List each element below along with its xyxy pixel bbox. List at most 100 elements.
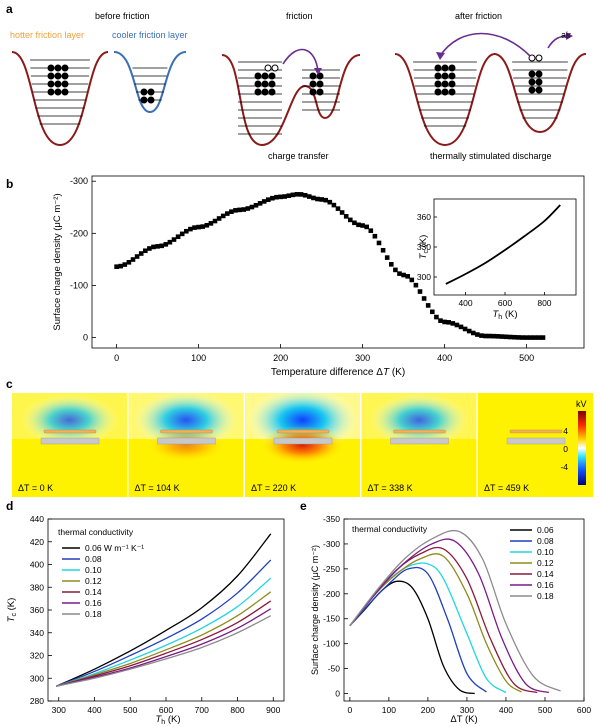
cool-well-before bbox=[113, 51, 187, 114]
panel-b: b 0 100 200 300 400 500 0 -100 -200 -300 Temperat… bbox=[6, 175, 585, 378]
electron bbox=[535, 86, 543, 94]
electron bbox=[140, 96, 148, 104]
plot-b-point bbox=[495, 334, 501, 339]
field-map-label: ΔT = 459 K bbox=[484, 483, 529, 493]
electron bbox=[268, 80, 276, 88]
plot-b-point bbox=[446, 320, 451, 325]
plot-b-point bbox=[138, 251, 144, 256]
plot-b-point bbox=[159, 243, 164, 249]
field-map-bg bbox=[478, 393, 593, 497]
xtick-label: 800 bbox=[230, 705, 244, 715]
electron bbox=[47, 88, 55, 96]
plot-b-xtick-label: 100 bbox=[191, 353, 206, 363]
series-line bbox=[56, 615, 272, 687]
plot-b-point bbox=[200, 224, 205, 229]
plot-b-point bbox=[302, 192, 308, 198]
xtick-label: 100 bbox=[382, 705, 396, 715]
transfer-arrowhead bbox=[314, 68, 322, 75]
plot-b-point bbox=[184, 228, 189, 234]
electron bbox=[147, 96, 155, 104]
electron bbox=[47, 64, 55, 72]
plot-b-point bbox=[261, 199, 267, 204]
electron bbox=[535, 70, 543, 78]
plot-b-point bbox=[220, 213, 226, 219]
plot-b-point bbox=[397, 271, 402, 276]
plot-b-point bbox=[216, 216, 222, 221]
xtick-label: 600 bbox=[159, 705, 173, 715]
electron bbox=[448, 64, 456, 72]
panel-e: e 0 100 200 300 400 500 600 0 -50 -100 -150 -200 -25… bbox=[300, 499, 591, 725]
plot-b-xtick-label: 500 bbox=[519, 353, 534, 363]
friction-layer-bottom bbox=[390, 437, 449, 445]
series-line bbox=[349, 529, 561, 692]
legend-label: 0.16 bbox=[537, 580, 554, 590]
legend-label: 0.10 bbox=[537, 547, 554, 557]
plot-b-point bbox=[188, 226, 193, 232]
friction-layer-bottom bbox=[40, 437, 100, 445]
potential-wells bbox=[11, 32, 587, 147]
inset-xtick-label: 800 bbox=[537, 298, 551, 308]
plot-b-point bbox=[175, 234, 181, 240]
transfer-arrow bbox=[282, 48, 319, 73]
plot-b-series bbox=[114, 192, 546, 340]
plot-b-point bbox=[192, 225, 197, 230]
plot-b-point bbox=[413, 282, 419, 288]
plot-b-point bbox=[475, 332, 480, 337]
plot-b-point bbox=[249, 204, 255, 210]
plot-b-point bbox=[352, 220, 357, 226]
plot-b-point bbox=[245, 206, 251, 211]
plot-b-point bbox=[167, 239, 173, 245]
ytick-label: 420 bbox=[30, 537, 44, 547]
field-map-label: ΔT = 338 K bbox=[368, 483, 413, 493]
ytick-label: 400 bbox=[30, 560, 44, 570]
electron bbox=[47, 72, 55, 80]
air-label: air bbox=[561, 30, 571, 40]
plot-b-point bbox=[233, 208, 238, 213]
xtick-label: 500 bbox=[123, 705, 137, 715]
series-line bbox=[56, 577, 272, 687]
plot-b-ytick-label: -300 bbox=[70, 176, 88, 186]
panel-e-letter: e bbox=[300, 499, 307, 513]
legend-label: 0.16 bbox=[85, 598, 102, 608]
plot-b-point bbox=[163, 242, 169, 247]
series-line bbox=[349, 580, 475, 695]
legend-label: 0.06 bbox=[537, 525, 554, 535]
inset-ytick-label: 330 bbox=[417, 242, 431, 252]
plot-b-point bbox=[356, 222, 361, 228]
plot-e-frame bbox=[343, 518, 585, 702]
plot-b-point bbox=[266, 197, 271, 202]
plot-b-point bbox=[393, 267, 398, 273]
friction-layer-top bbox=[43, 429, 97, 434]
caption-charge-transfer: charge transfer bbox=[268, 151, 329, 161]
electron bbox=[441, 72, 449, 80]
plot-b-point bbox=[323, 197, 328, 203]
field-positive-lobe bbox=[260, 426, 345, 464]
panel-a-letter: a bbox=[6, 2, 13, 16]
plot-b-point bbox=[434, 314, 439, 320]
electron bbox=[309, 88, 317, 96]
plot-b-xtick-label: 200 bbox=[273, 353, 288, 363]
xtick-label: 600 bbox=[577, 705, 591, 715]
plot-b-point bbox=[409, 277, 415, 283]
electron bbox=[268, 88, 276, 96]
electron bbox=[434, 72, 442, 80]
friction-layer-bottom bbox=[273, 437, 333, 445]
field-map-label: ΔT = 220 K bbox=[251, 483, 296, 493]
plot-b-point bbox=[143, 248, 148, 254]
plot-d-legend-title: thermal conductivity bbox=[58, 527, 134, 537]
plot-b-point bbox=[278, 194, 283, 200]
panel-d: d 300 400 500 600 700 800 900 280 300 320 340 360 38… bbox=[6, 499, 285, 726]
ytick-label: -250 bbox=[323, 564, 340, 574]
electron bbox=[61, 64, 69, 72]
plot-b-point bbox=[507, 334, 513, 340]
electron bbox=[448, 80, 456, 88]
recombination-arrow bbox=[439, 32, 531, 57]
electron bbox=[54, 72, 62, 80]
electron bbox=[316, 72, 324, 80]
hole bbox=[271, 64, 279, 72]
ytick-label: 300 bbox=[30, 673, 44, 683]
field-map-label: ΔT = 104 K bbox=[135, 483, 180, 493]
legend-label: 0.14 bbox=[537, 569, 554, 579]
inset-ytick-label: 360 bbox=[417, 212, 431, 222]
